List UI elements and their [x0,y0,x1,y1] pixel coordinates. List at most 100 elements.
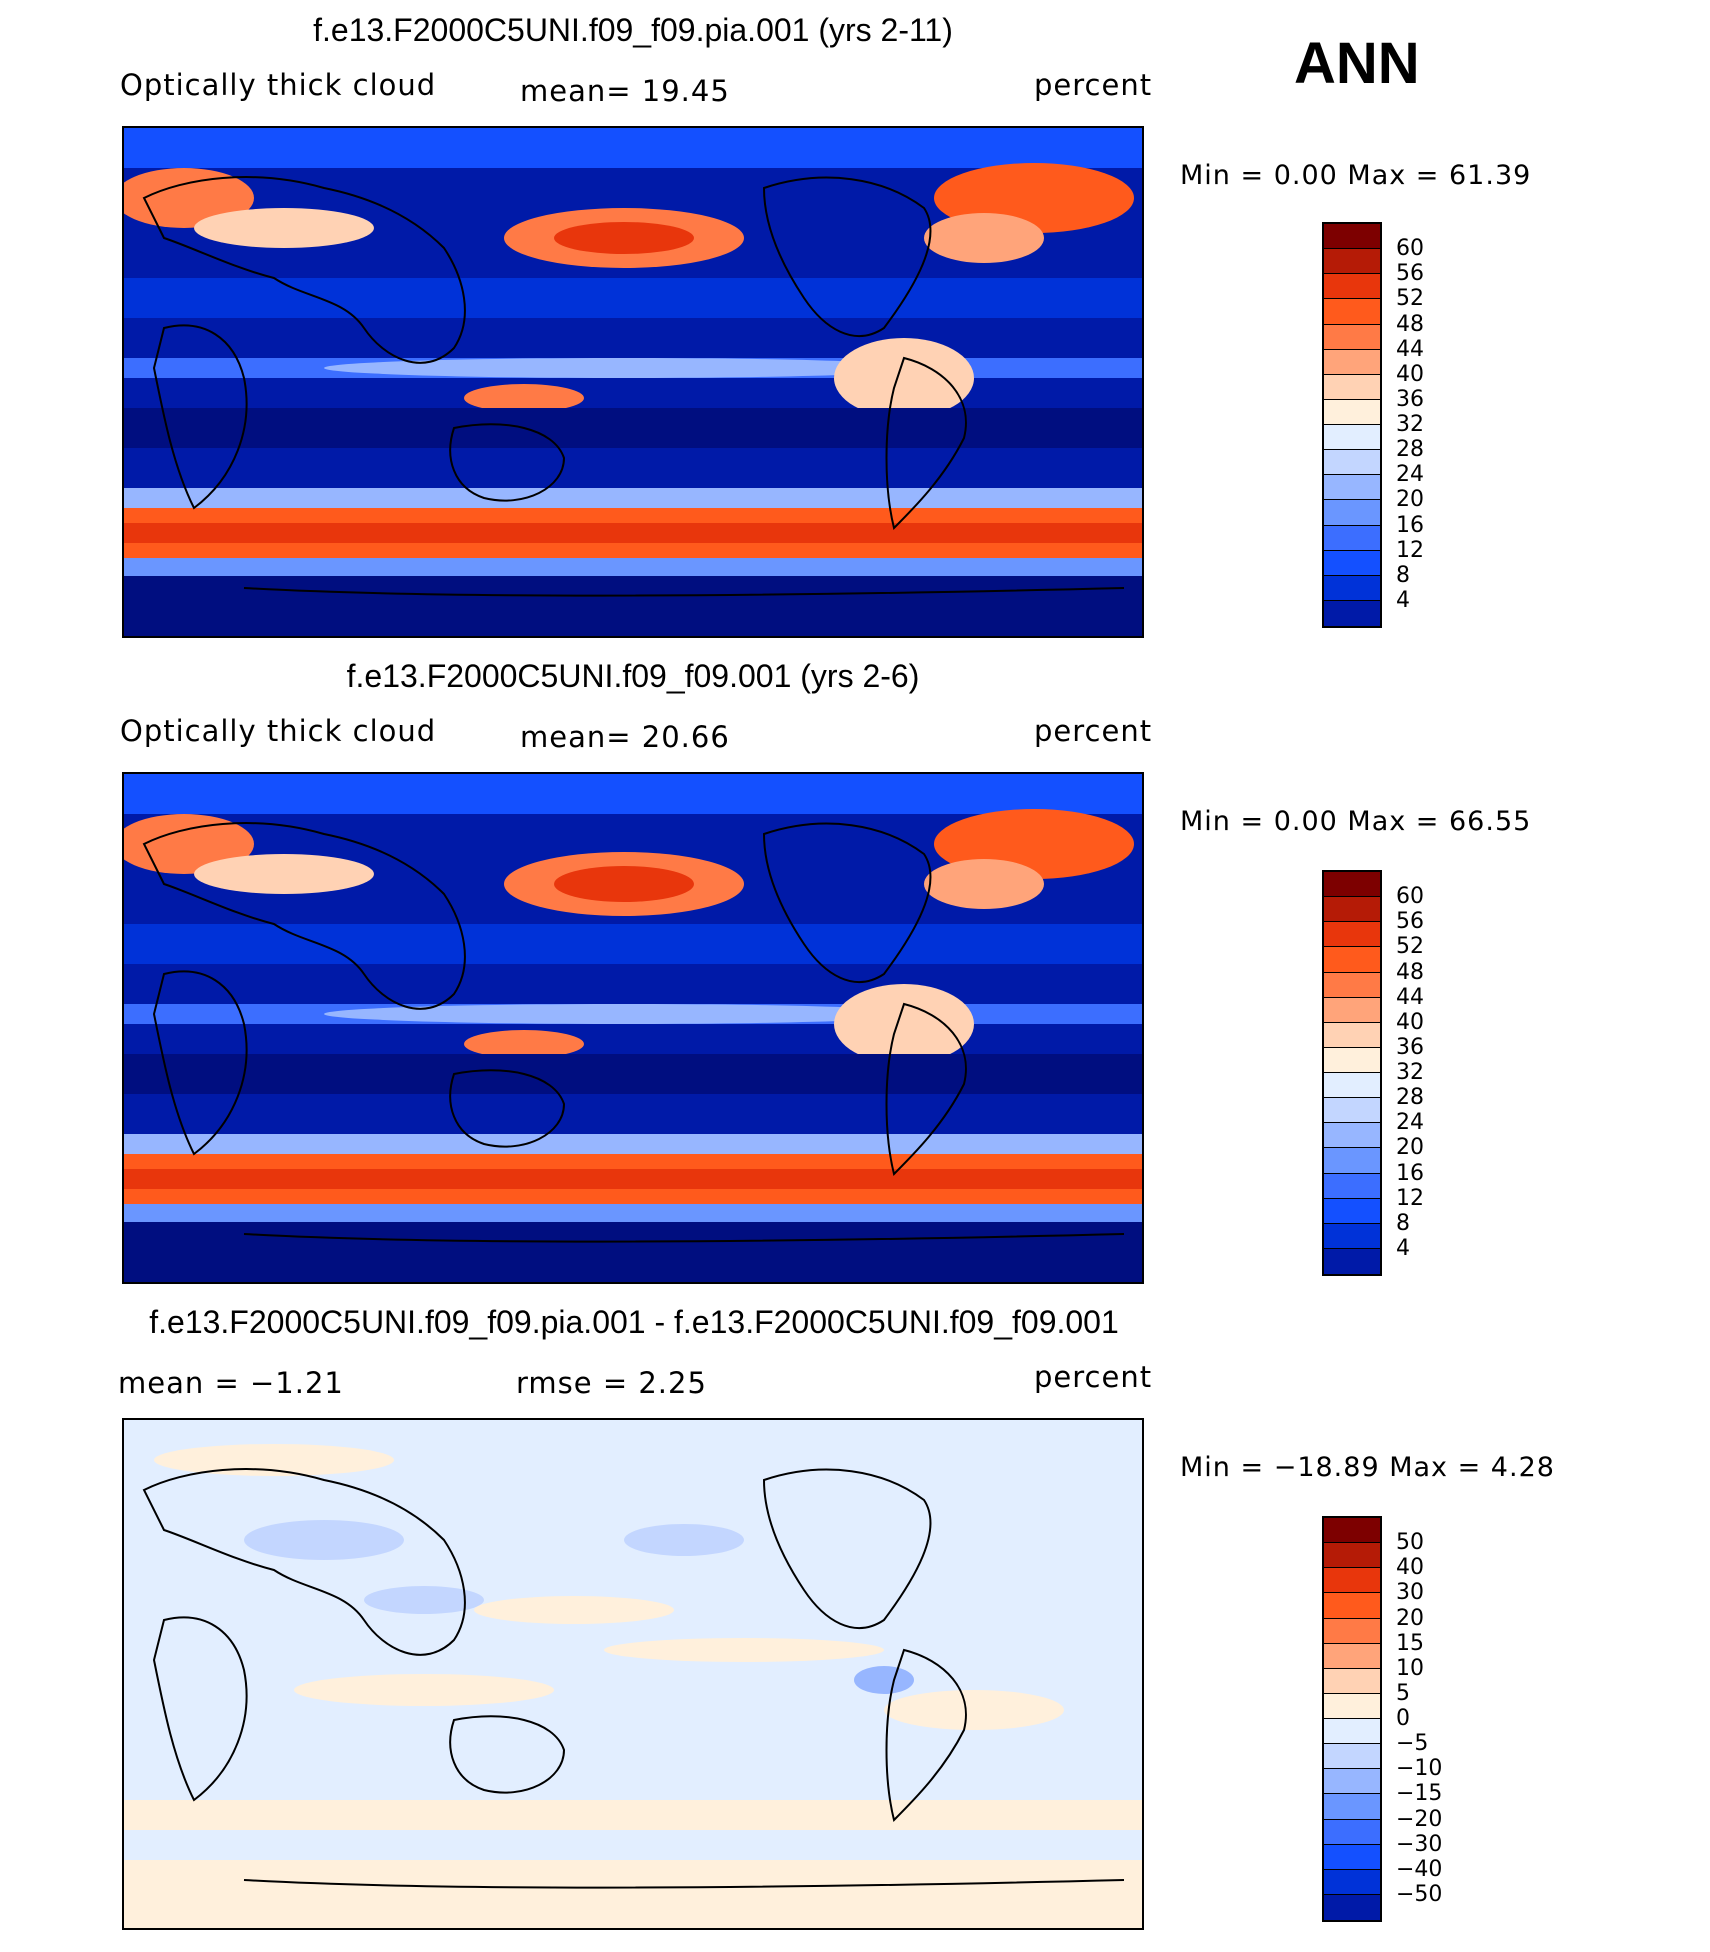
colorbar-swatch [1324,1869,1380,1895]
colorbar-tick-label: 50 [1396,1530,1424,1556]
colorbar-swatch [1324,399,1380,425]
colorbar-swatch [1324,897,1380,923]
colorbar-swatch [1324,1719,1380,1745]
colorbar-tick-label: 30 [1396,1580,1424,1606]
panel2-colorbar [1322,870,1382,1276]
colorbar-swatch [1324,450,1380,476]
colorbar-tick-label: 60 [1396,236,1424,262]
colorbar-swatch [1324,600,1380,626]
panel1-mean-label: mean= 19.45 [520,74,730,108]
colorbar-swatch [1324,947,1380,973]
colorbar-tick-label: 32 [1396,412,1424,437]
colorbar-swatch [1324,1047,1380,1073]
colorbar-swatch [1324,872,1380,898]
panel3-rmse-label: rmse = 2.25 [516,1366,707,1400]
colorbar-swatch [1324,1022,1380,1048]
colorbar-tick-label: 16 [1396,1160,1424,1186]
panel1-minmax: Min = 0.00 Max = 61.39 [1180,160,1532,191]
colorbar-tick-label: 56 [1396,909,1424,935]
panel3-colorbar [1322,1516,1382,1922]
colorbar-swatch [1324,1223,1380,1249]
colorbar-swatch [1324,922,1380,948]
colorbar-tick-label: 15 [1396,1630,1424,1656]
season-label: ANN [1294,31,1420,96]
colorbar-swatch [1324,1518,1380,1544]
colorbar-swatch [1324,1668,1380,1694]
colorbar-tick-label: 44 [1396,984,1424,1010]
panel3-title: f.e13.F2000C5UNI.f09_f09.pia.001 - f.e13… [149,1304,1119,1340]
colorbar-tick-label: 40 [1396,361,1424,387]
panel3-units-label: percent [1034,1360,1153,1394]
colorbar-tick-label: 52 [1396,286,1424,312]
panel3-mean-label: mean = −1.21 [118,1366,344,1400]
colorbar-tick-label: 20 [1396,487,1424,513]
panel2-mean-label: mean= 20.66 [520,720,730,754]
colorbar-tick-label: −20 [1396,1806,1443,1832]
colorbar-tick-label: 40 [1396,1009,1424,1035]
colorbar-tick-label: −50 [1396,1881,1443,1907]
panel1-units-label: percent [1034,68,1153,102]
colorbar-tick-label: 36 [1396,386,1424,412]
colorbar-swatch [1324,1844,1380,1870]
colorbar-swatch [1324,1173,1380,1199]
colorbar-tick-label: 5 [1396,1680,1410,1706]
colorbar-tick-label: 28 [1396,437,1424,463]
colorbar-tick-label: 10 [1396,1655,1424,1681]
colorbar-swatch [1324,374,1380,400]
panel2-minmax: Min = 0.00 Max = 66.55 [1180,806,1532,837]
colorbar-tick-label: 24 [1396,1110,1424,1136]
colorbar-swatch [1324,349,1380,375]
colorbar-swatch [1324,1123,1380,1149]
colorbar-tick-label: −15 [1396,1781,1443,1807]
colorbar-tick-label: 40 [1396,1555,1424,1581]
panel1-colorbar [1322,222,1382,628]
panel2-title: f.e13.F2000C5UNI.f09_f09.001 (yrs 2-6) [346,658,920,694]
colorbar-tick-label: 28 [1396,1085,1424,1111]
panel1-variable-label: Optically thick cloud [120,68,437,102]
colorbar-swatch [1324,224,1380,250]
panel2-map-field [124,774,1142,1282]
colorbar-tick-label: 12 [1396,537,1424,563]
panel3-minmax: Min = −18.89 Max = 4.28 [1180,1452,1555,1483]
colorbar-tick-label: 52 [1396,934,1424,960]
colorbar-swatch [1324,1148,1380,1174]
colorbar-tick-label: −10 [1396,1756,1443,1782]
colorbar-tick-label: 20 [1396,1135,1424,1161]
colorbar-swatch [1324,1794,1380,1820]
colorbar-tick-label: 60 [1396,884,1424,910]
colorbar-swatch [1324,550,1380,576]
colorbar-swatch [1324,274,1380,300]
colorbar-swatch [1324,249,1380,275]
colorbar-tick-label: 24 [1396,462,1424,488]
colorbar-tick-label: 48 [1396,311,1424,337]
panel1-map-field [124,128,1142,636]
colorbar-swatch [1324,1693,1380,1719]
colorbar-tick-label: 20 [1396,1605,1424,1631]
panel2-variable-label: Optically thick cloud [120,714,437,748]
panel1-title: f.e13.F2000C5UNI.f09_f09.pia.001 (yrs 2-… [313,12,953,48]
colorbar-tick-label: 8 [1396,562,1410,588]
colorbar-swatch [1324,475,1380,501]
colorbar-tick-label: −5 [1396,1731,1429,1757]
colorbar-swatch [1324,972,1380,998]
colorbar-swatch [1324,324,1380,350]
colorbar-swatch [1324,575,1380,601]
panel2-map [122,772,1144,1284]
panel1-map [122,126,1144,638]
colorbar-tick-label: 4 [1396,1235,1410,1261]
colorbar-swatch [1324,1198,1380,1224]
colorbar-tick-label: 48 [1396,959,1424,985]
colorbar-tick-label: 16 [1396,512,1424,538]
colorbar-tick-label: −40 [1396,1856,1443,1882]
panel3-map [122,1418,1144,1930]
colorbar-tick-label: 32 [1396,1060,1424,1085]
colorbar-swatch [1324,525,1380,551]
colorbar-tick-label: 44 [1396,336,1424,362]
colorbar-swatch [1324,500,1380,526]
colorbar-tick-label: 0 [1396,1706,1410,1731]
colorbar-swatch [1324,1643,1380,1669]
colorbar-swatch [1324,1073,1380,1099]
colorbar-tick-label: 8 [1396,1210,1410,1236]
colorbar-swatch [1324,299,1380,325]
panel2-units-label: percent [1034,714,1153,748]
